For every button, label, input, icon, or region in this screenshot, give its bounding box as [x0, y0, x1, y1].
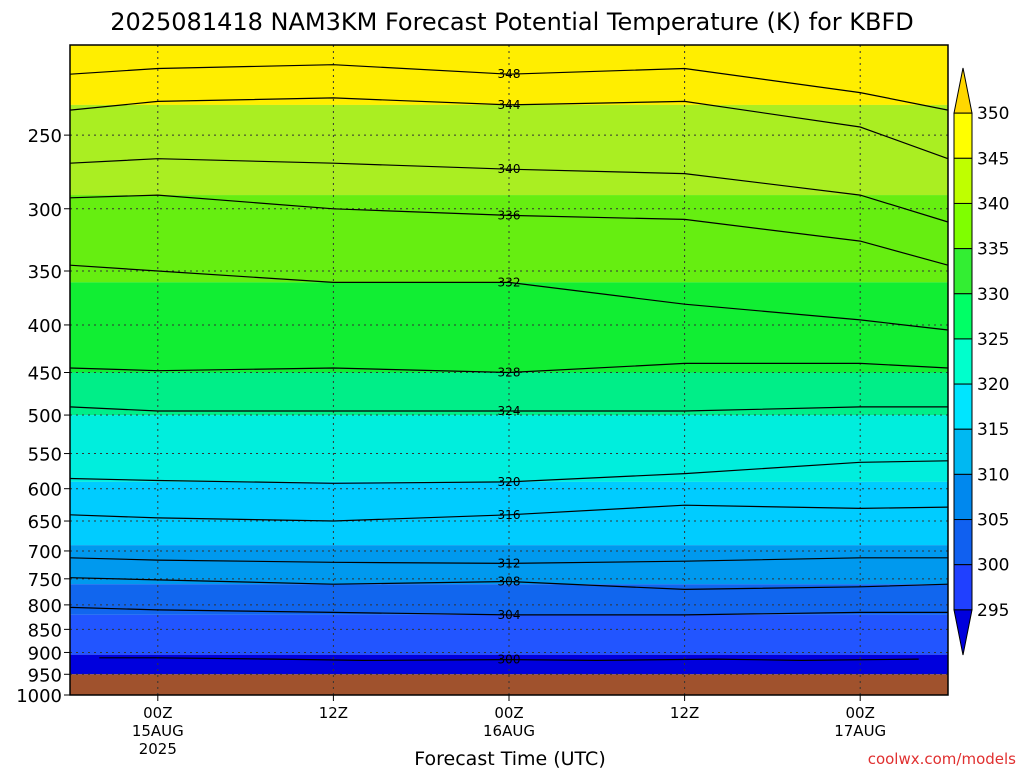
colorbar: 350 345 340 335 330 325 320 315 310 305 300 295: [953, 67, 1009, 656]
isentrope-label: 332: [498, 275, 521, 289]
y-tick-label: 700: [28, 542, 62, 563]
colorbar-label: 315: [977, 420, 1009, 440]
isentrope-312: [69, 557, 948, 565]
isentrope-304: [69, 606, 948, 616]
colorbar-segment: [953, 202, 973, 250]
colorbar-label: 305: [977, 511, 1009, 531]
isentrope-label: 300: [498, 653, 521, 667]
colorbar-arrow-top: [953, 67, 973, 114]
y-tick-label: 350: [28, 262, 62, 283]
x-tick-label: 17AUG: [834, 722, 886, 740]
y-tick-label: 800: [28, 596, 62, 617]
y-tick-label: 600: [28, 480, 62, 501]
colorbar-segment: [953, 293, 973, 340]
isentrope-344: [69, 97, 949, 160]
y-tick-label: 550: [28, 445, 62, 466]
isentrope-label: 308: [498, 574, 521, 588]
isentrope-308: [69, 577, 949, 591]
colorbar-label: 310: [977, 465, 1009, 485]
isentrope-328: [69, 362, 949, 374]
colorbar-segment: [953, 338, 973, 385]
isentrope-label: 340: [498, 162, 521, 176]
colorbar-label: 340: [977, 194, 1009, 214]
y-tick-label: 300: [28, 200, 62, 221]
colorbar-label: 335: [977, 240, 1009, 260]
credit-text: coolwx.com/models: [868, 750, 1016, 768]
colorbar-segment: [953, 473, 973, 521]
x-tick-label: 00Z: [494, 704, 523, 722]
isentrope-label: 304: [498, 608, 521, 622]
y-tick-label: 500: [28, 406, 62, 427]
colorbar-segment: [953, 112, 973, 159]
isentrope-316: [69, 504, 949, 522]
colorbar-label: 320: [977, 375, 1009, 395]
y-axis: 2503003504004505005506006507007508008509…: [16, 126, 70, 707]
y-tick-label: 250: [28, 126, 62, 147]
y-tick-label: 400: [28, 316, 62, 337]
colorbar-segment: [953, 519, 973, 566]
x-tick-label: 00Z: [143, 704, 172, 722]
colorbar-segment: [953, 428, 973, 475]
y-tick-label: 950: [28, 665, 62, 686]
colorbar-arrow-bottom: [953, 609, 973, 656]
isentrope-label: 324: [498, 404, 521, 418]
colorbar-segment: [953, 564, 973, 611]
x-axis-label: Forecast Time (UTC): [414, 748, 605, 768]
isentrope-label: 312: [498, 556, 521, 570]
isentrope-336: [69, 194, 949, 266]
isentrope-324: [69, 406, 948, 412]
ground-area: [70, 674, 948, 695]
y-tick-label: 750: [28, 570, 62, 591]
temperature-band-7: [70, 545, 948, 585]
x-tick-label: 16AUG: [483, 722, 535, 740]
plot-area: 300 304 308 312 316 320 324 328 332 336 340 344 348: [69, 44, 949, 696]
x-tick-label: 12Z: [670, 704, 699, 722]
colorbar-segment: [953, 383, 973, 430]
isentrope-label: 320: [498, 475, 521, 489]
colorbar-label: 300: [977, 556, 1009, 576]
isentrope-300: [99, 657, 919, 662]
isentrope-label: 344: [498, 98, 521, 112]
isentrope-label: 348: [498, 67, 521, 81]
isentrope-label: 336: [498, 208, 521, 222]
chart-title: 2025081418 NAM3KM Forecast Potential Tem…: [110, 8, 914, 36]
y-tick-label: 850: [28, 620, 62, 641]
colorbar-segment: [953, 248, 973, 295]
colorbar-label: 330: [977, 285, 1009, 305]
isentrope-label: 316: [498, 508, 521, 522]
temperature-band-1: [70, 104, 948, 196]
y-tick-label: 450: [28, 364, 62, 385]
isentrope-332: [69, 264, 949, 331]
colorbar-label: 295: [977, 601, 1009, 621]
x-tick-label: 00Z: [846, 704, 875, 722]
x-tick-label: 15AUG: [132, 722, 184, 740]
isentrope-320: [69, 460, 949, 484]
isentrope-label: 328: [498, 366, 521, 380]
y-tick-label: 900: [28, 643, 62, 664]
colorbar-segment: [953, 157, 973, 204]
isentrope-348: [69, 64, 949, 111]
colorbar-label: 325: [977, 330, 1009, 350]
isentrope-340: [69, 158, 949, 223]
y-tick-label: 650: [28, 512, 62, 533]
x-tick-label: 12Z: [319, 704, 348, 722]
colorbar-label: 345: [977, 149, 1009, 169]
colorbar-label: 350: [977, 104, 1009, 124]
x-tick-label: 2025: [139, 740, 177, 758]
y-tick-label: 1000: [16, 686, 62, 707]
